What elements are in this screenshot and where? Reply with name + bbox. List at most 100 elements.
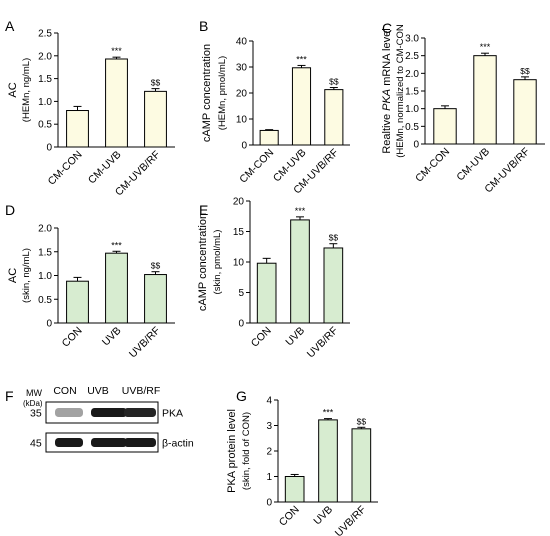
y-tick-label: 2.5 bbox=[38, 29, 52, 40]
bar-cm-uvb bbox=[473, 55, 497, 145]
x-tick-label: CON bbox=[60, 325, 85, 350]
x-tick-label: UVB bbox=[283, 325, 307, 349]
y-tick-label: 0 bbox=[266, 498, 272, 509]
panel-letter-c: C bbox=[382, 20, 392, 36]
panel-letter-b: B bbox=[199, 18, 208, 34]
significance-marker: *** bbox=[296, 54, 307, 64]
y-tick-label: 1.0 bbox=[38, 97, 52, 108]
y-axis-label: Realtive PKA mRNA level bbox=[381, 28, 393, 153]
western-blot-panel: F MW(kDa) CON UVB UVB/RF 35 PKA 45 β-actin bbox=[5, 385, 194, 453]
y-axis-sublabel: (HEMn, ng/mL) bbox=[21, 58, 32, 122]
bar-uvb bbox=[290, 219, 310, 324]
x-tick-label: CM-CON bbox=[413, 146, 452, 185]
significance-marker-rf: $$ bbox=[357, 416, 367, 426]
lane-label: CON bbox=[53, 385, 76, 397]
y-tick-label: 30 bbox=[236, 63, 248, 74]
blot-row-pka: 35 PKA bbox=[30, 401, 183, 424]
y-tick-label: 2.0 bbox=[38, 51, 52, 62]
y-tick-label: 3.0 bbox=[405, 34, 419, 45]
blot-band bbox=[124, 438, 156, 447]
bar-cm-uvb bbox=[105, 58, 128, 148]
significance-marker: *** bbox=[111, 46, 122, 56]
y-tick-label: 2.5 bbox=[405, 51, 419, 62]
x-tick-label: UVB bbox=[100, 325, 124, 349]
panel-letter-e: E bbox=[199, 202, 208, 218]
y-tick-label: 3 bbox=[266, 421, 272, 432]
bar-cm-uvb bbox=[291, 67, 312, 146]
y-tick-label: 2 bbox=[266, 447, 272, 458]
lane-label: UVB/RF bbox=[122, 385, 161, 397]
y-tick-label: 1.5 bbox=[38, 247, 52, 258]
x-tick-label: CM-CON bbox=[237, 147, 276, 186]
y-axis-label: cAMP concentration bbox=[201, 44, 213, 142]
y-tick-label: 20 bbox=[233, 197, 245, 208]
panels-layer: A00.51.01.52.02.5AC (HEMn, ng/mL)CM-CON**… bbox=[5, 18, 545, 536]
blot-band bbox=[91, 438, 127, 447]
significance-marker-rf: $$ bbox=[329, 233, 339, 243]
bar-cm-con bbox=[66, 110, 89, 148]
y-tick-label: 1.0 bbox=[405, 104, 419, 115]
significance-marker-rf: $$ bbox=[151, 261, 161, 271]
significance-marker: *** bbox=[111, 240, 122, 250]
bar-uvb-rf bbox=[351, 428, 372, 503]
y-tick-label: 2.0 bbox=[38, 224, 52, 235]
panel-letter-f: F bbox=[5, 388, 14, 404]
y-tick-label: 10 bbox=[233, 258, 245, 269]
x-tick-label: CM-CON bbox=[46, 149, 85, 188]
y-tick-label: 0 bbox=[46, 143, 52, 154]
blot-row-label: PKA bbox=[162, 408, 183, 420]
y-tick-label: 10 bbox=[236, 115, 248, 126]
y-axis-label: cAMP concentration bbox=[197, 213, 209, 311]
y-tick-label: 1.0 bbox=[38, 271, 52, 282]
significance-marker-rf: $$ bbox=[520, 66, 530, 76]
bar-cm-con bbox=[259, 129, 279, 146]
y-tick-label: 0 bbox=[241, 141, 247, 152]
y-tick-label: 5 bbox=[238, 288, 244, 299]
y-tick-label: 4 bbox=[266, 396, 272, 407]
significance-marker-rf: $$ bbox=[151, 78, 161, 88]
y-tick-label: 15 bbox=[233, 227, 245, 238]
panel-letter-g: G bbox=[236, 388, 247, 404]
y-axis-sublabel: (skin, ng/mL) bbox=[21, 248, 32, 303]
chart-panel-d: D 0 0.5 1.0 1.5 2.0 AC (skin, ng/mL) CON *** UVB $$… bbox=[5, 202, 175, 360]
blot-row--actin: 45 β-actin bbox=[30, 432, 194, 453]
significance-marker-rf: $$ bbox=[329, 77, 339, 87]
x-tick-label: CON bbox=[249, 325, 274, 350]
y-axis-label: AC bbox=[7, 82, 19, 97]
y-axis-sublabel: (HEMn, pmol/mL) bbox=[217, 56, 228, 130]
chart-panel-a: A 0 0.5 1.0 1.5 2.0 2.5 AC (HEMn, ng/mL) CM-CON **… bbox=[5, 18, 175, 198]
y-axis-sublabel: (HEMn, normalized to CM-CON bbox=[395, 24, 406, 158]
chart-panel-g: G 0 1 2 3 4 PKA protein level (skin, fold of CO… bbox=[226, 388, 378, 536]
x-tick-label: UVB/RF bbox=[127, 325, 163, 361]
x-tick-label: UVB/RF bbox=[333, 504, 369, 536]
bar-cm-uvb-rf bbox=[324, 89, 344, 146]
bar-uvb-rf bbox=[323, 247, 344, 324]
y-tick-label: 20 bbox=[236, 89, 248, 100]
bar-uvb bbox=[318, 419, 338, 503]
blot-band bbox=[55, 438, 83, 447]
panel-letter-d: D bbox=[5, 202, 15, 218]
significance-marker: *** bbox=[480, 42, 491, 52]
bar-con bbox=[256, 262, 277, 324]
x-tick-label: UVB bbox=[311, 504, 335, 528]
y-tick-label: 0 bbox=[46, 319, 52, 330]
y-axis-sublabel: (skin, fold of CON) bbox=[241, 412, 252, 490]
x-tick-label: CON bbox=[277, 504, 302, 529]
mw-value: 45 bbox=[30, 438, 42, 450]
blot-row-label: β-actin bbox=[162, 438, 194, 450]
y-tick-label: 1.5 bbox=[38, 74, 52, 85]
y-tick-label: 0.5 bbox=[405, 122, 419, 133]
y-tick-label: 0 bbox=[413, 140, 419, 151]
y-axis-label: AC bbox=[7, 268, 19, 283]
mw-value: 35 bbox=[30, 408, 42, 420]
x-tick-label: CM-UVB bbox=[86, 149, 124, 187]
x-tick-label: CM-UVB bbox=[454, 146, 492, 184]
blot-band bbox=[55, 408, 83, 417]
bar-cm-uvb-rf bbox=[513, 79, 537, 145]
lane-label: UVB bbox=[87, 385, 109, 397]
blot-band bbox=[124, 408, 156, 417]
y-axis-label: PKA protein level bbox=[226, 409, 238, 493]
y-tick-label: 0.5 bbox=[38, 120, 52, 131]
chart-panel-c: C 0 0.5 1.0 1.5 2.0 2.5 3.0 Realtive PKA mRNA le… bbox=[381, 20, 545, 195]
